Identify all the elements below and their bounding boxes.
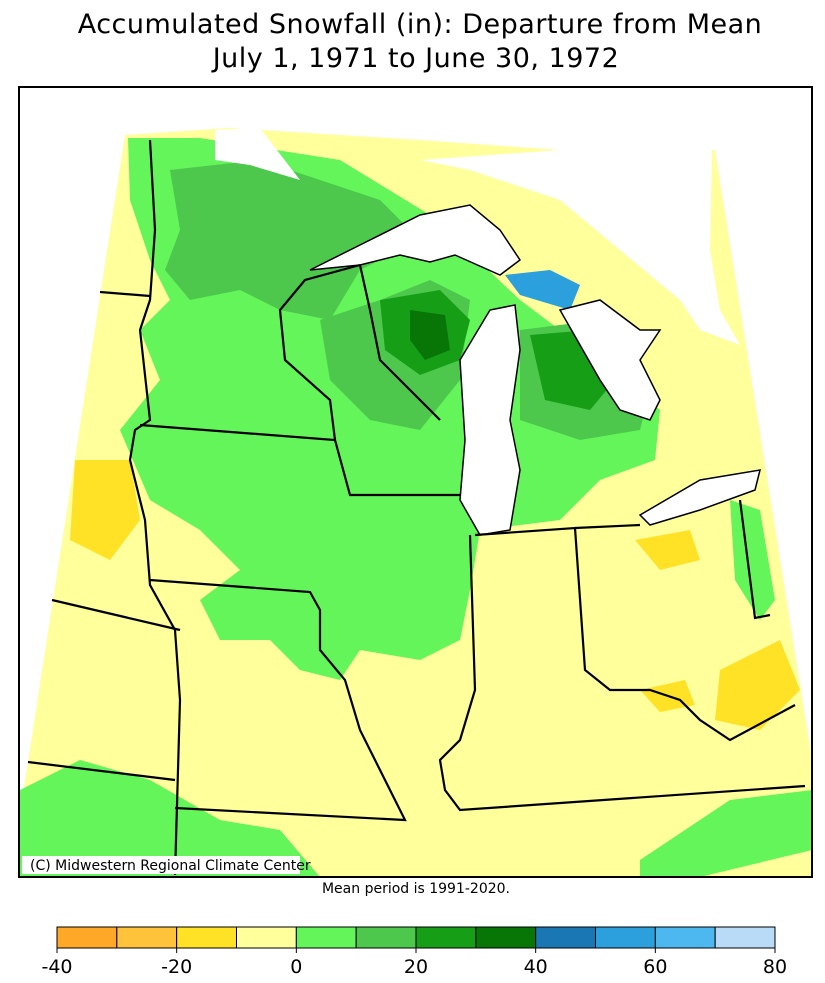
subtitle: July 1, 1971 to June 30, 1972 (211, 43, 620, 74)
map: (C) Midwestern Regional Climate Center (18, 86, 813, 878)
tick-label: 40 (524, 956, 548, 978)
color-bin (355, 926, 417, 949)
green-area (410, 310, 450, 360)
color-bin (56, 926, 118, 949)
lake (459, 304, 521, 536)
note: Mean period is 1991-2020. (322, 881, 510, 897)
green-area (19, 760, 320, 877)
tick-label: -20 (161, 956, 192, 978)
color-bin (176, 926, 238, 949)
map-frame (18, 86, 813, 878)
lake (309, 204, 522, 276)
color-bin (295, 926, 357, 949)
green-area (640, 790, 812, 877)
color-bin (236, 926, 297, 949)
canada (215, 128, 300, 180)
tick-label: -40 (41, 956, 72, 978)
tick-label: 80 (763, 956, 787, 978)
yellow-area (70, 460, 140, 560)
yellow-area (715, 640, 800, 730)
color-bin (535, 926, 597, 949)
credit-box (22, 856, 300, 874)
canada (420, 150, 740, 345)
yellow-area (635, 530, 700, 570)
title: Accumulated Snowfall (in): Departure fro… (78, 9, 763, 40)
colorbar: -40 -20 0 20 40 60 80 (41, 926, 787, 978)
credit: (C) Midwestern Regional Climate Center (30, 858, 311, 874)
lake (638, 469, 762, 526)
blue-area (505, 270, 580, 310)
color-bin (654, 926, 716, 949)
tick-label: 0 (290, 956, 302, 978)
lake (558, 299, 662, 421)
tick-label: 20 (404, 956, 428, 978)
color-bin (714, 926, 776, 949)
green-area (165, 160, 420, 320)
color-bin (415, 926, 477, 949)
borders (27, 139, 806, 876)
tick-label: 60 (643, 956, 667, 978)
color-bin (475, 926, 537, 949)
green-area (730, 500, 775, 620)
color-bin (595, 926, 656, 949)
color-bin (116, 926, 178, 949)
